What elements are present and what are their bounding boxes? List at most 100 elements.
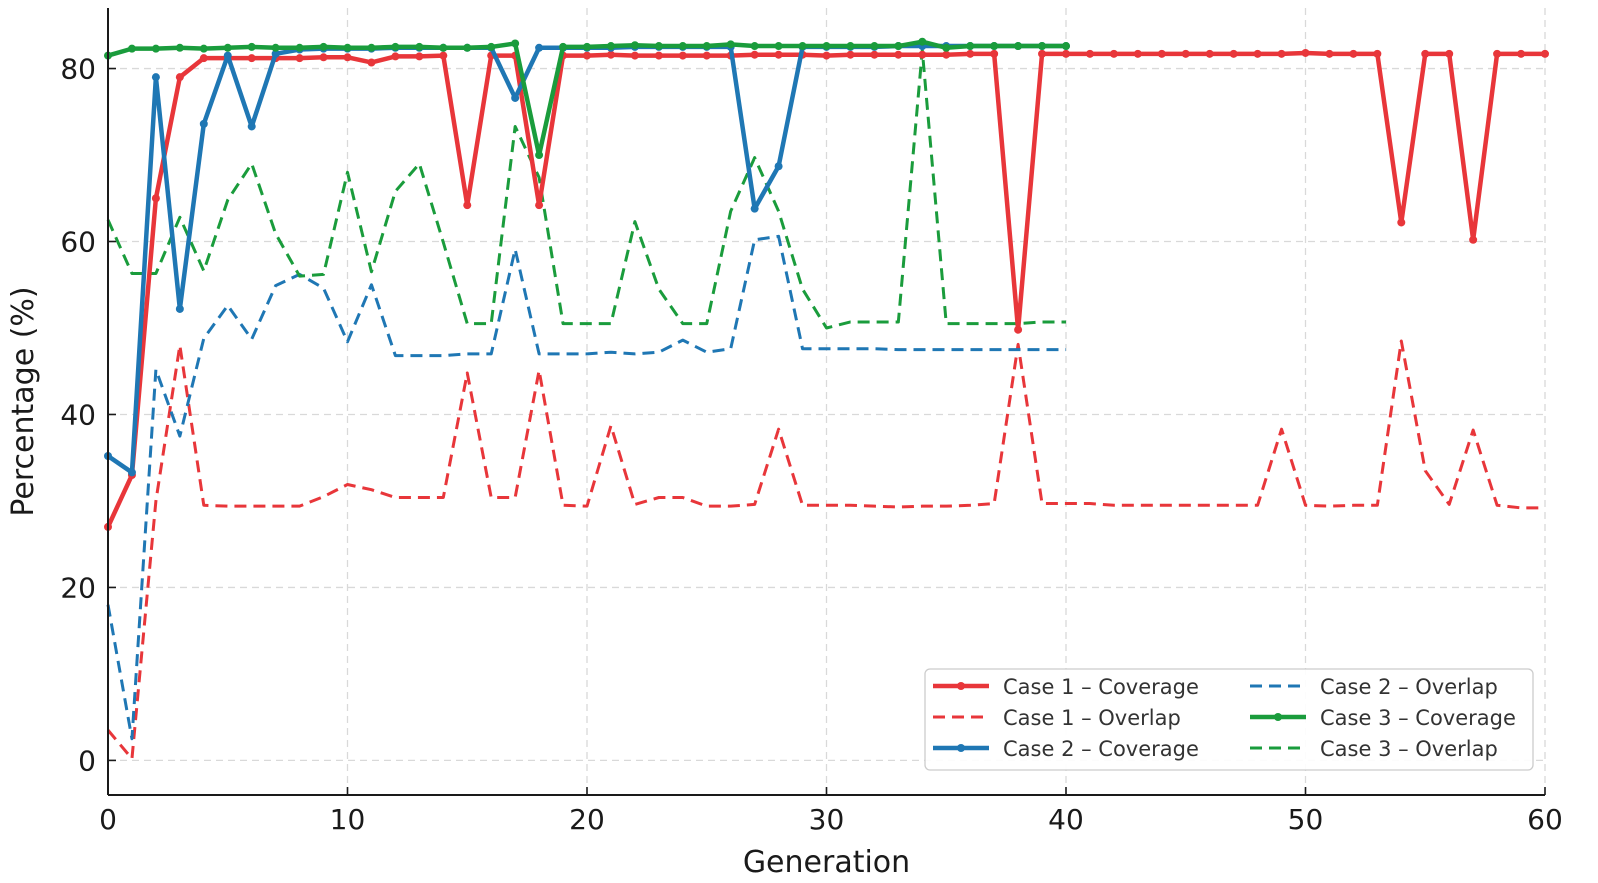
data-point [630, 41, 639, 50]
x-tick-label: 60 [1527, 803, 1563, 836]
data-point [151, 44, 160, 53]
legend-marker [1274, 713, 1282, 721]
data-point [1205, 49, 1214, 58]
legend-label: Case 3 – Coverage [1320, 706, 1516, 730]
data-point [870, 50, 879, 59]
x-tick-label: 50 [1288, 803, 1324, 836]
data-point [199, 44, 208, 53]
series-line-case-1-overlap [106, 339, 1545, 761]
legend-marker [957, 682, 965, 690]
data-point [319, 42, 328, 51]
data-point [654, 42, 663, 51]
data-point [822, 42, 831, 51]
data-point [295, 43, 304, 52]
data-point [583, 42, 591, 51]
data-point [1253, 49, 1262, 58]
data-point [1325, 49, 1334, 58]
data-point [918, 50, 927, 59]
data-point [918, 37, 927, 46]
data-point [990, 42, 999, 51]
legend-label: Case 3 – Overlap [1320, 737, 1498, 761]
data-point [511, 39, 520, 48]
data-point [1349, 49, 1358, 58]
data-point [1014, 42, 1023, 51]
series-case-2-overlap [106, 234, 1066, 741]
data-point [798, 42, 807, 51]
data-point [1445, 49, 1454, 58]
data-point [391, 42, 400, 51]
data-point [774, 162, 783, 171]
data-point [439, 43, 448, 52]
data-point [894, 42, 903, 51]
y-tick-label: 0 [78, 744, 96, 777]
data-point [942, 50, 951, 59]
data-point [1038, 42, 1047, 51]
data-point [894, 50, 903, 59]
data-point [127, 44, 136, 53]
data-point [175, 73, 184, 82]
data-point [463, 201, 472, 210]
data-point [726, 40, 735, 49]
series-case-3-coverage [104, 37, 1070, 160]
data-point [846, 42, 855, 51]
data-point [295, 54, 304, 63]
data-point [846, 50, 855, 59]
data-point [774, 42, 783, 51]
data-point [343, 53, 352, 62]
data-point [1157, 49, 1166, 58]
data-point [678, 42, 687, 51]
data-point [271, 43, 280, 52]
series-line-case-3-overlap [106, 48, 1066, 330]
x-tick-label: 20 [569, 803, 605, 836]
data-point [223, 43, 232, 52]
legend-item-case-2-coverage: Case 2 – Coverage [933, 737, 1199, 761]
data-point [678, 51, 687, 60]
data-point [942, 43, 951, 52]
data-point [151, 194, 160, 203]
data-point [439, 51, 448, 60]
data-point [463, 43, 472, 52]
data-point [1229, 49, 1238, 58]
data-point [223, 51, 232, 60]
data-point [1541, 49, 1549, 58]
x-tick-label: 10 [330, 803, 366, 836]
data-point [750, 204, 759, 213]
data-point [1397, 218, 1406, 227]
data-point [774, 50, 783, 59]
data-point [966, 42, 975, 51]
data-point [1421, 49, 1430, 58]
legend-item-case-3-coverage: Case 3 – Coverage [1250, 706, 1516, 730]
legend: Case 1 – Coverage Case 1 – Overlap Case 2 … [924, 668, 1534, 771]
legend-item-case-1-coverage: Case 1 – Coverage [933, 675, 1199, 699]
data-point [990, 49, 999, 58]
series-case-3-overlap [106, 48, 1066, 330]
x-tick-label: 0 [99, 803, 117, 836]
y-tick-label: 40 [60, 398, 96, 431]
x-tick-label: 40 [1048, 803, 1084, 836]
data-point [175, 304, 184, 313]
data-point [415, 42, 424, 51]
data-point [1301, 48, 1310, 57]
legend-item-case-2-overlap: Case 2 – Overlap [1250, 675, 1498, 699]
data-point [750, 50, 759, 59]
data-point [1133, 49, 1142, 58]
x-tick-label: 30 [809, 803, 845, 836]
data-point [1109, 49, 1118, 58]
legend-box [924, 668, 1534, 771]
data-point [247, 54, 256, 63]
data-point [870, 42, 879, 51]
y-tick-label: 60 [60, 226, 96, 259]
data-point [1062, 42, 1070, 51]
data-point [1038, 49, 1047, 58]
data-point [511, 93, 520, 102]
data-point [535, 43, 544, 52]
y-tick-label: 80 [60, 53, 96, 86]
data-point [535, 151, 544, 160]
data-point [343, 43, 352, 52]
data-point [199, 119, 208, 128]
data-point [606, 42, 615, 51]
data-point [822, 51, 831, 60]
data-point [391, 52, 400, 61]
data-point [1517, 49, 1526, 58]
tick-labels: 0 10 20 30 40 50 60 0 20 40 60 80 [60, 53, 1562, 836]
